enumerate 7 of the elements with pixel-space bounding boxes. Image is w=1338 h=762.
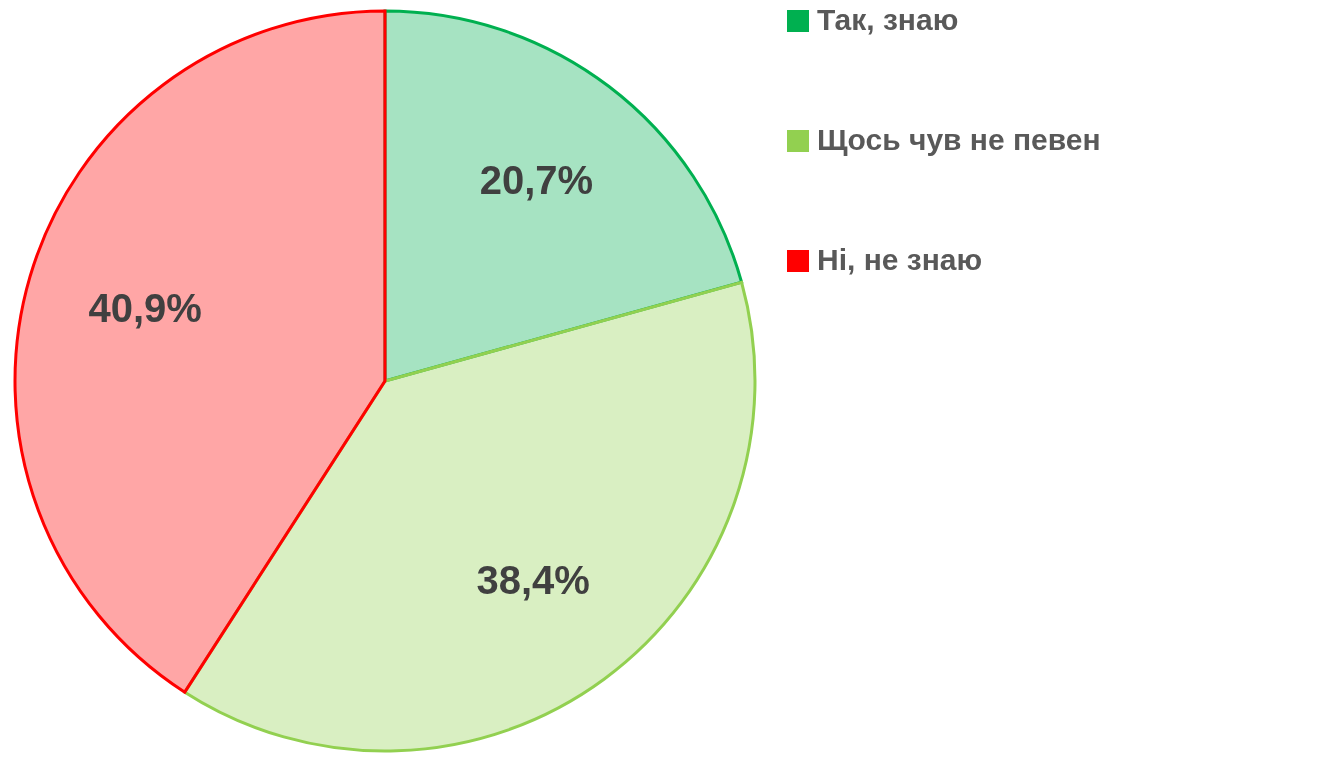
- legend-label: Щось чув не певен: [817, 123, 1101, 156]
- legend-label: Так, знаю: [817, 3, 959, 36]
- data-label: 38,4%: [476, 558, 590, 603]
- legend-label: Ні, не знаю: [817, 243, 983, 276]
- pie-slice: [13, 9, 387, 694]
- data-label: 20,7%: [479, 158, 594, 203]
- data-label: 40,9%: [88, 286, 202, 331]
